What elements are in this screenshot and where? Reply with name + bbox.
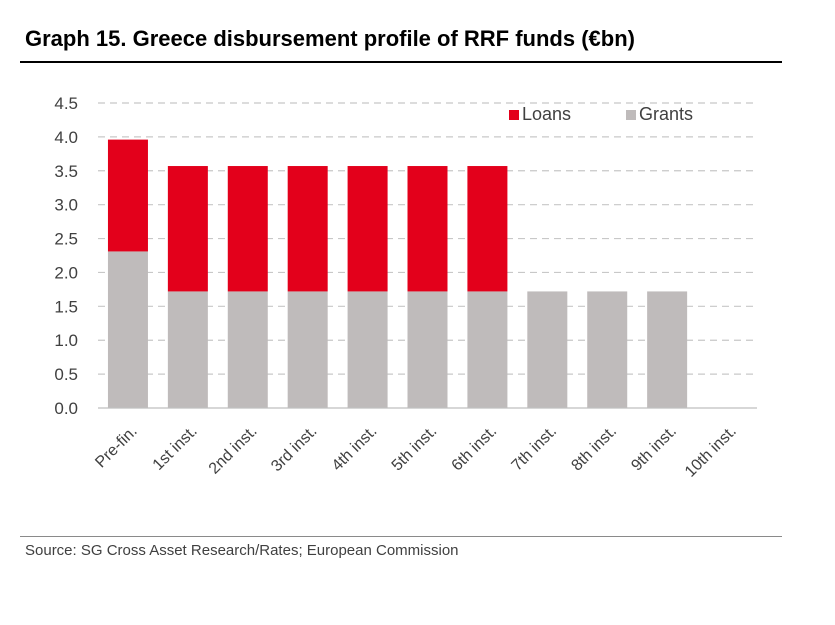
- bar-grants: [467, 291, 508, 408]
- x-tick-label: 9th inst.: [628, 423, 680, 475]
- bar-loans: [467, 166, 508, 292]
- legend-swatch-loans: [509, 110, 519, 120]
- bar-loans: [167, 166, 208, 292]
- legend-label-grants: Grants: [639, 104, 693, 124]
- bar-grants: [407, 291, 448, 408]
- bar-loans: [287, 166, 328, 292]
- bar-loans: [227, 166, 268, 292]
- x-tick-label: 3rd inst.: [268, 423, 320, 475]
- bar-grants: [587, 291, 628, 408]
- bar-grants: [347, 291, 388, 408]
- x-tick-label: 10th inst.: [682, 423, 740, 481]
- bar-loans: [407, 166, 448, 292]
- bar-loans: [107, 139, 148, 252]
- x-tick-label: 7th inst.: [509, 423, 561, 475]
- bar-grants: [647, 291, 688, 408]
- bar-grants: [167, 291, 208, 408]
- x-tick-label: Pre-fin.: [92, 423, 140, 471]
- bar-grants: [227, 291, 268, 408]
- y-tick-label: 2.0: [54, 263, 78, 282]
- bar-grants: [287, 291, 328, 408]
- x-tick-label: 6th inst.: [449, 423, 501, 475]
- y-tick-label: 3.0: [54, 196, 78, 215]
- bar-grants: [107, 251, 148, 408]
- y-tick-label: 2.5: [54, 230, 78, 249]
- x-tick-label: 1st inst.: [150, 423, 201, 474]
- y-tick-label: 0.5: [54, 365, 78, 384]
- title-rule: [20, 61, 782, 63]
- x-tick-label: 8th inst.: [568, 423, 620, 475]
- x-tick-label: 4th inst.: [329, 423, 381, 475]
- stacked-bar-chart: 0.0 0.5 1.0 1.5 2.0 2.5 3.0 3.5 4.0 4.5 Pre-fin. 1s…: [54, 94, 757, 481]
- x-tick-label: 5th inst.: [389, 423, 441, 475]
- legend-swatch-grants: [626, 110, 636, 120]
- bar-grants: [527, 291, 568, 408]
- y-tick-label: 4.5: [54, 94, 78, 113]
- y-tick-label: 4.0: [54, 128, 78, 147]
- source-note: Source: SG Cross Asset Research/Rates; E…: [25, 542, 459, 559]
- y-tick-label: 1.0: [54, 331, 78, 350]
- chart-title: Graph 15. Greece disbursement profile of…: [25, 26, 635, 51]
- y-tick-label: 1.5: [54, 297, 78, 316]
- y-tick-label: 3.5: [54, 162, 78, 181]
- x-tick-label: 2nd inst.: [206, 423, 261, 478]
- legend-label-loans: Loans: [522, 104, 571, 124]
- bar-loans: [347, 166, 388, 292]
- source-rule: [20, 536, 782, 537]
- y-tick-label: 0.0: [54, 399, 78, 418]
